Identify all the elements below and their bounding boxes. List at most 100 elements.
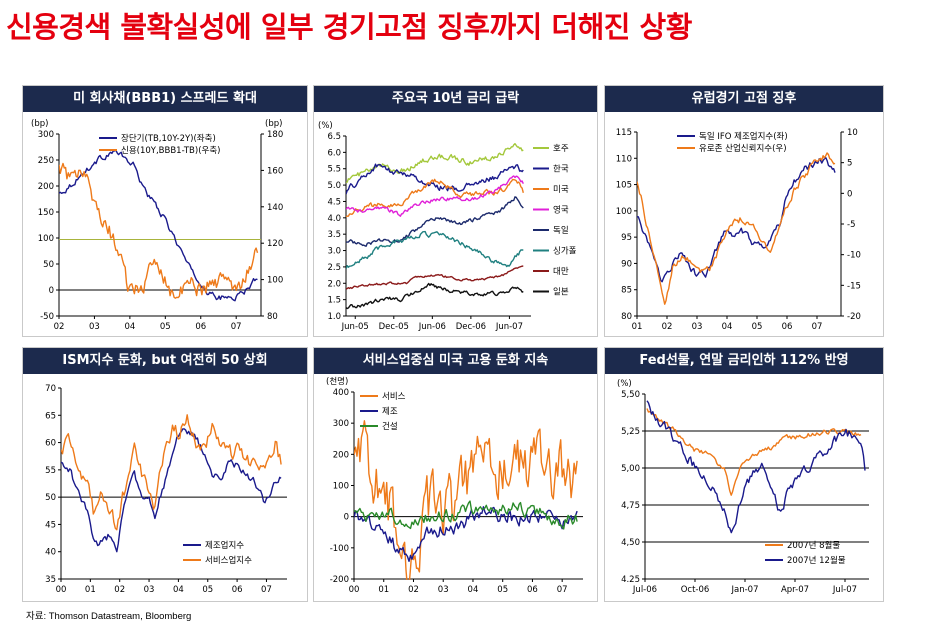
series-group <box>637 152 836 305</box>
series-line-8 <box>346 282 524 310</box>
y-axis-unit: (%) <box>617 379 632 389</box>
y-tick-label: -100 <box>330 544 349 554</box>
y2-tick-label: 120 <box>267 239 283 249</box>
x-tick-label: 03 <box>692 322 703 332</box>
y-tick-label: 65 <box>45 411 56 421</box>
series-line-4 <box>346 175 524 217</box>
x-tick-label: 07 <box>557 585 568 595</box>
y-tick-label: 150 <box>38 208 54 218</box>
x-tick-label: 01 <box>85 585 96 595</box>
series-group <box>61 414 282 553</box>
x-tick-label: Jul-06 <box>632 585 657 595</box>
legend-label: 서비스업지수 <box>205 556 252 566</box>
chart-panel-3: 유럽경기 고점 징후 80 85 90 95 100 105 110 115 -20 -15 -10… <box>604 85 884 337</box>
legend-label: 독일 <box>553 226 569 236</box>
legend-label: 서비스 <box>382 392 406 402</box>
series-line-2 <box>346 163 524 195</box>
y-tick-label: 2.5 <box>327 263 341 273</box>
chart-plot-5: -200 -100 0 100 200 300 400 00 01 02 03 04 05 06 07 (천명… <box>326 376 583 595</box>
series-line-2 <box>354 506 578 562</box>
x-tick-label: 06 <box>195 322 206 332</box>
y2-tick-label: 0 <box>847 189 852 199</box>
y-tick-label: 200 <box>333 450 349 460</box>
series-line-3 <box>354 500 578 530</box>
y-tick-label: 105 <box>616 181 632 191</box>
legend-label: 제조 <box>382 407 398 417</box>
y-axis-unit: (%) <box>318 121 333 131</box>
series-line-2 <box>646 400 866 534</box>
legend-label: 건설 <box>382 421 398 432</box>
chart-title-5: 서비스업중심 미국 고용 둔화 지속 <box>314 348 597 374</box>
y-tick-label: 5,25 <box>621 427 640 437</box>
y-tick-label: 300 <box>333 419 349 429</box>
y2-tick-label: -15 <box>847 281 861 291</box>
x-tick-label: 07 <box>261 585 272 595</box>
x-tick-label: 01 <box>632 322 643 332</box>
x-tick-label: 05 <box>160 322 171 332</box>
y-tick-label: 4.25 <box>621 575 640 585</box>
y2-tick-label: 100 <box>267 276 283 286</box>
y-tick-label: 0 <box>49 286 54 296</box>
x-tick-label: Jul-07 <box>832 585 857 595</box>
legend-label: 호주 <box>553 144 569 154</box>
legend-label: 2007년 8월물 <box>787 540 840 551</box>
legend-label: 대만 <box>553 267 569 277</box>
y-tick-label: 80 <box>621 312 632 322</box>
legend-label: 제조업지수 <box>205 541 244 551</box>
chart-panel-2: 주요국 10년 금리 급락 1.0 1.5 2.0 2.5 3.0 3.5 4.0 4.5 5.… <box>313 85 598 337</box>
chart-panel-6: Fed선물, 연말 금리인하 112% 반영 4.25 4,50 4,75 5,00 5… <box>604 347 884 602</box>
y-tick-label: -50 <box>40 312 54 322</box>
legend-label: 싱가폴 <box>553 246 577 257</box>
series-group <box>59 149 259 302</box>
x-tick-label: 01 <box>378 585 389 595</box>
chart-title-3: 유럽경기 고점 징후 <box>605 86 883 112</box>
series-line-2 <box>637 152 836 305</box>
x-tick-label: 03 <box>89 322 100 332</box>
y-tick-label: 60 <box>45 439 56 449</box>
x-tick-label: 04 <box>124 322 135 332</box>
y-tick-label: 400 <box>333 388 349 398</box>
x-tick-label: 07 <box>812 322 823 332</box>
y-tick-label: 1.0 <box>327 312 341 322</box>
y-tick-label: 5,50 <box>621 390 640 400</box>
y-tick-label: 115 <box>616 128 632 138</box>
legend-label: 미국 <box>553 185 569 195</box>
x-tick-label: 04 <box>173 585 184 595</box>
legend-label: 신용(10Y,BBB1-TB)(우축) <box>121 146 220 156</box>
y-tick-label: 90 <box>621 259 632 269</box>
series-line-6 <box>346 230 524 269</box>
y2-tick-label: -20 <box>847 312 861 322</box>
chart-panel-4: ISM지수 둔화, but 여전히 50 상회 35 40 45 50 55 60 65 70… <box>22 347 308 602</box>
y-tick-label: 5.0 <box>327 181 341 191</box>
y2-tick-label: -5 <box>847 220 855 230</box>
x-tick-label: Jun-06 <box>418 322 446 332</box>
series-line-2 <box>59 162 259 299</box>
headline: 신용경색 불확실성에 일부 경기고점 징후까지 더해진 상황 <box>6 10 692 44</box>
x-tick-label: 03 <box>144 585 155 595</box>
x-tick-label: Jan-07 <box>731 585 759 595</box>
chart-title-4: ISM지수 둔화, but 여전히 50 상회 <box>23 348 307 374</box>
chart-plot-6: 4.25 4,50 4,75 5,00 5,25 5,50 Jul-06 Oct-06 Jan-… <box>617 379 869 595</box>
y-tick-label: 6.0 <box>327 148 341 158</box>
y2-tick-label: 160 <box>267 166 283 176</box>
y-tick-label: 45 <box>45 520 56 530</box>
series-line-2 <box>61 414 282 531</box>
y2-tick-label: 10 <box>847 128 858 138</box>
legend-label: 일본 <box>553 288 569 298</box>
x-tick-label: Jun-05 <box>341 322 369 332</box>
x-tick-label: 00 <box>349 585 360 595</box>
x-tick-label: 05 <box>497 585 508 595</box>
y-tick-label: 50 <box>43 260 54 270</box>
x-tick-label: Dec-06 <box>456 322 486 332</box>
y-tick-label: 5,00 <box>621 464 640 474</box>
y2-tick-label: 5 <box>847 159 852 169</box>
y2-axis-unit: (bp) <box>265 119 282 129</box>
y-tick-label: -200 <box>330 575 349 585</box>
series-line-1 <box>354 420 578 580</box>
y-tick-label: 0 <box>344 513 349 523</box>
x-tick-label: 03 <box>438 585 449 595</box>
y-axis-unit: (천명) <box>326 376 348 387</box>
y-tick-label: 50 <box>45 493 56 503</box>
y2-tick-label: 80 <box>267 312 278 322</box>
